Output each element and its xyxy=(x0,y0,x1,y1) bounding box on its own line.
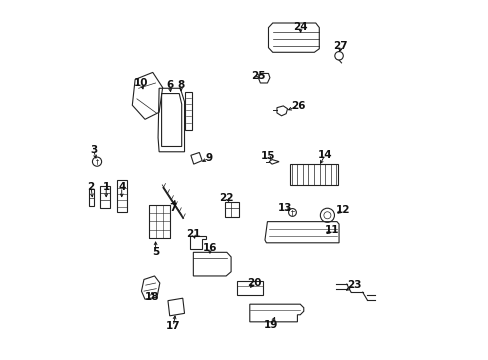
Bar xyxy=(185,92,191,130)
Text: 20: 20 xyxy=(246,278,261,288)
Text: 9: 9 xyxy=(205,153,212,163)
Text: 21: 21 xyxy=(186,229,200,239)
Bar xyxy=(148,205,170,238)
Text: 3: 3 xyxy=(90,145,97,155)
Text: 27: 27 xyxy=(332,41,347,51)
Text: 8: 8 xyxy=(177,80,184,90)
Bar xyxy=(117,180,126,212)
Bar xyxy=(100,186,109,208)
Text: 14: 14 xyxy=(317,150,331,160)
Text: 11: 11 xyxy=(324,225,339,235)
Text: 7: 7 xyxy=(169,203,177,212)
Text: 13: 13 xyxy=(277,203,292,212)
Text: 24: 24 xyxy=(292,22,307,32)
Text: 25: 25 xyxy=(250,71,264,81)
Text: 12: 12 xyxy=(335,205,349,215)
Text: 18: 18 xyxy=(144,292,159,302)
Text: 5: 5 xyxy=(152,247,159,257)
Text: 1: 1 xyxy=(102,182,110,192)
Text: 2: 2 xyxy=(87,182,95,192)
Text: 22: 22 xyxy=(219,193,234,203)
Text: 15: 15 xyxy=(261,151,275,161)
Bar xyxy=(89,189,94,207)
Text: 19: 19 xyxy=(263,320,278,330)
Text: 23: 23 xyxy=(346,280,361,290)
Text: 4: 4 xyxy=(118,182,125,192)
Bar xyxy=(224,202,238,217)
Text: 6: 6 xyxy=(166,80,173,90)
Text: 17: 17 xyxy=(165,321,180,332)
Text: 26: 26 xyxy=(290,101,305,111)
Text: 10: 10 xyxy=(134,78,148,88)
Text: 16: 16 xyxy=(202,243,217,253)
Bar xyxy=(236,280,263,294)
Bar xyxy=(289,164,338,185)
